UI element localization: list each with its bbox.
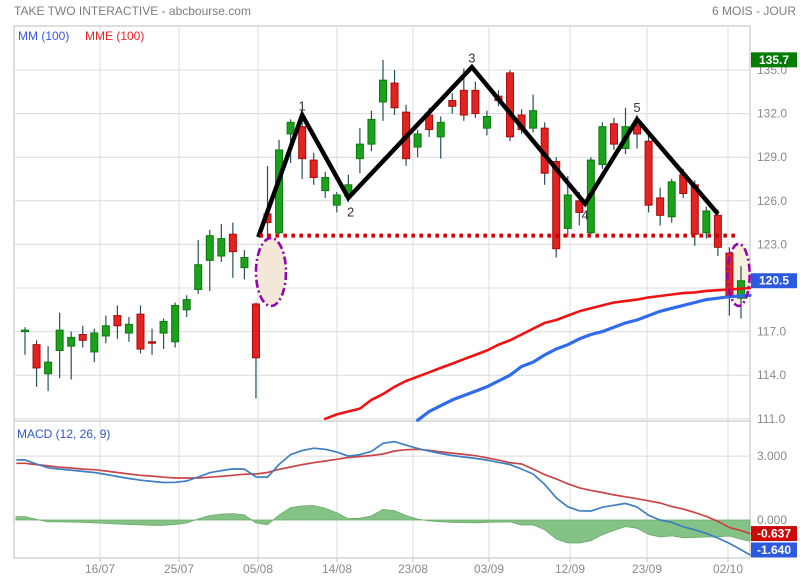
candle-up bbox=[182, 299, 191, 311]
macd-value-badge-text: -1.640 bbox=[757, 543, 791, 557]
candle-down bbox=[713, 214, 722, 248]
candle-up bbox=[44, 361, 53, 375]
candle-up bbox=[194, 264, 203, 290]
mme-100-line bbox=[323, 286, 752, 421]
macd-signal-line bbox=[16, 448, 751, 535]
last-price-badge bbox=[751, 273, 797, 289]
candle-up bbox=[332, 194, 341, 206]
candle-up bbox=[159, 320, 168, 334]
gap-ellipse-border bbox=[254, 236, 288, 308]
wave-label: 4 bbox=[581, 207, 588, 222]
candle-up bbox=[321, 177, 330, 192]
candle-up bbox=[90, 332, 99, 353]
candle-up bbox=[529, 110, 538, 129]
macd-panel bbox=[13, 420, 751, 559]
price-axis-label: 129.0 bbox=[757, 150, 787, 164]
candle-up bbox=[436, 121, 445, 138]
macd-signal-value-badge-text: -0.637 bbox=[757, 527, 791, 541]
candle-up bbox=[355, 143, 364, 160]
candle-down bbox=[471, 89, 480, 115]
x-axis-date-label: 14/08 bbox=[322, 562, 352, 576]
candle-down bbox=[309, 159, 318, 179]
legend-mme-100: MME (100) bbox=[85, 29, 145, 43]
wave-label: 3 bbox=[468, 50, 475, 65]
x-axis-date-label: 03/09 bbox=[474, 562, 504, 576]
candle-up bbox=[124, 323, 133, 334]
candle-up bbox=[367, 118, 376, 145]
candle-up bbox=[702, 210, 711, 234]
candle-down bbox=[251, 303, 260, 359]
candle-up bbox=[171, 304, 180, 343]
candle-down bbox=[390, 82, 399, 109]
macd-signal-value-badge bbox=[751, 526, 797, 542]
candle-down bbox=[575, 200, 584, 213]
candle-down bbox=[148, 341, 157, 344]
elliott-zigzag bbox=[256, 63, 720, 238]
candle-up bbox=[598, 126, 607, 165]
x-axis-date-label: 25/07 bbox=[164, 562, 194, 576]
x-axis-date-label: 05/08 bbox=[243, 562, 273, 576]
candle-down bbox=[298, 126, 307, 160]
mm-100-line bbox=[416, 293, 752, 422]
wave-label: 2 bbox=[347, 204, 354, 219]
candle-down bbox=[228, 233, 237, 253]
candle-down bbox=[609, 123, 618, 145]
candle-up bbox=[205, 235, 214, 261]
candle-up bbox=[563, 194, 572, 229]
chart-title: TAKE TWO INTERACTIVE - abcbourse.com bbox=[14, 4, 251, 18]
candle-down bbox=[32, 344, 41, 369]
x-axis-date-label: 16/07 bbox=[85, 562, 115, 576]
timeframe-label: 6 MOIS - JOUR bbox=[711, 4, 796, 18]
candle-up bbox=[413, 133, 422, 148]
high-price-badge bbox=[751, 52, 797, 68]
candle-up bbox=[67, 336, 76, 347]
x-axis-date-label: 02/10 bbox=[713, 562, 743, 576]
x-axis-date-label: 23/09 bbox=[632, 562, 662, 576]
macd-value-badge bbox=[751, 542, 797, 558]
x-axis-date-label: 12/09 bbox=[555, 562, 585, 576]
price-axis-label: 132.0 bbox=[757, 107, 787, 121]
price-axis-label: 111.0 bbox=[757, 412, 786, 426]
last-price-badge-text: 120.5 bbox=[759, 274, 789, 288]
candle-down bbox=[459, 89, 468, 116]
candle-up bbox=[667, 181, 676, 218]
candle-up bbox=[482, 116, 491, 129]
candle-down bbox=[113, 315, 122, 327]
x-axis-date-label: 23/08 bbox=[398, 562, 428, 576]
price-axis-label: 123.0 bbox=[757, 237, 787, 251]
macd-histogram bbox=[15, 505, 751, 544]
macd-axis-label: 3.000 bbox=[757, 449, 787, 463]
candle-down bbox=[506, 72, 515, 138]
gap-ellipse-fill bbox=[255, 238, 286, 307]
candle-up bbox=[101, 325, 110, 337]
candle-up bbox=[378, 79, 387, 103]
macd-axis-label: 0.000 bbox=[757, 513, 787, 527]
price-axis-label: 117.0 bbox=[757, 325, 786, 339]
gap-ellipse-border bbox=[726, 242, 751, 308]
candle-up bbox=[240, 256, 249, 269]
candle-up bbox=[217, 238, 226, 257]
high-price-badge-text: 135.7 bbox=[759, 53, 789, 67]
macd-indicator-label: MACD (12, 26, 9) bbox=[17, 427, 111, 441]
price-axis-label: 114.0 bbox=[757, 368, 786, 382]
candle-down bbox=[136, 313, 145, 350]
wave-label: 1 bbox=[299, 98, 306, 113]
candle-up bbox=[21, 329, 29, 333]
candle-up bbox=[286, 121, 295, 135]
candle-down bbox=[633, 124, 642, 135]
candle-down bbox=[552, 161, 561, 250]
legend-mm-100: MM (100) bbox=[18, 29, 70, 43]
macd-line bbox=[16, 440, 751, 556]
wave-label: 5 bbox=[633, 100, 640, 115]
candle-down bbox=[644, 140, 653, 206]
candle-down bbox=[448, 100, 457, 107]
candle-down bbox=[656, 197, 665, 216]
candle-up bbox=[55, 329, 64, 351]
price-axis-label: 126.0 bbox=[757, 194, 787, 208]
candle-down bbox=[78, 334, 87, 341]
